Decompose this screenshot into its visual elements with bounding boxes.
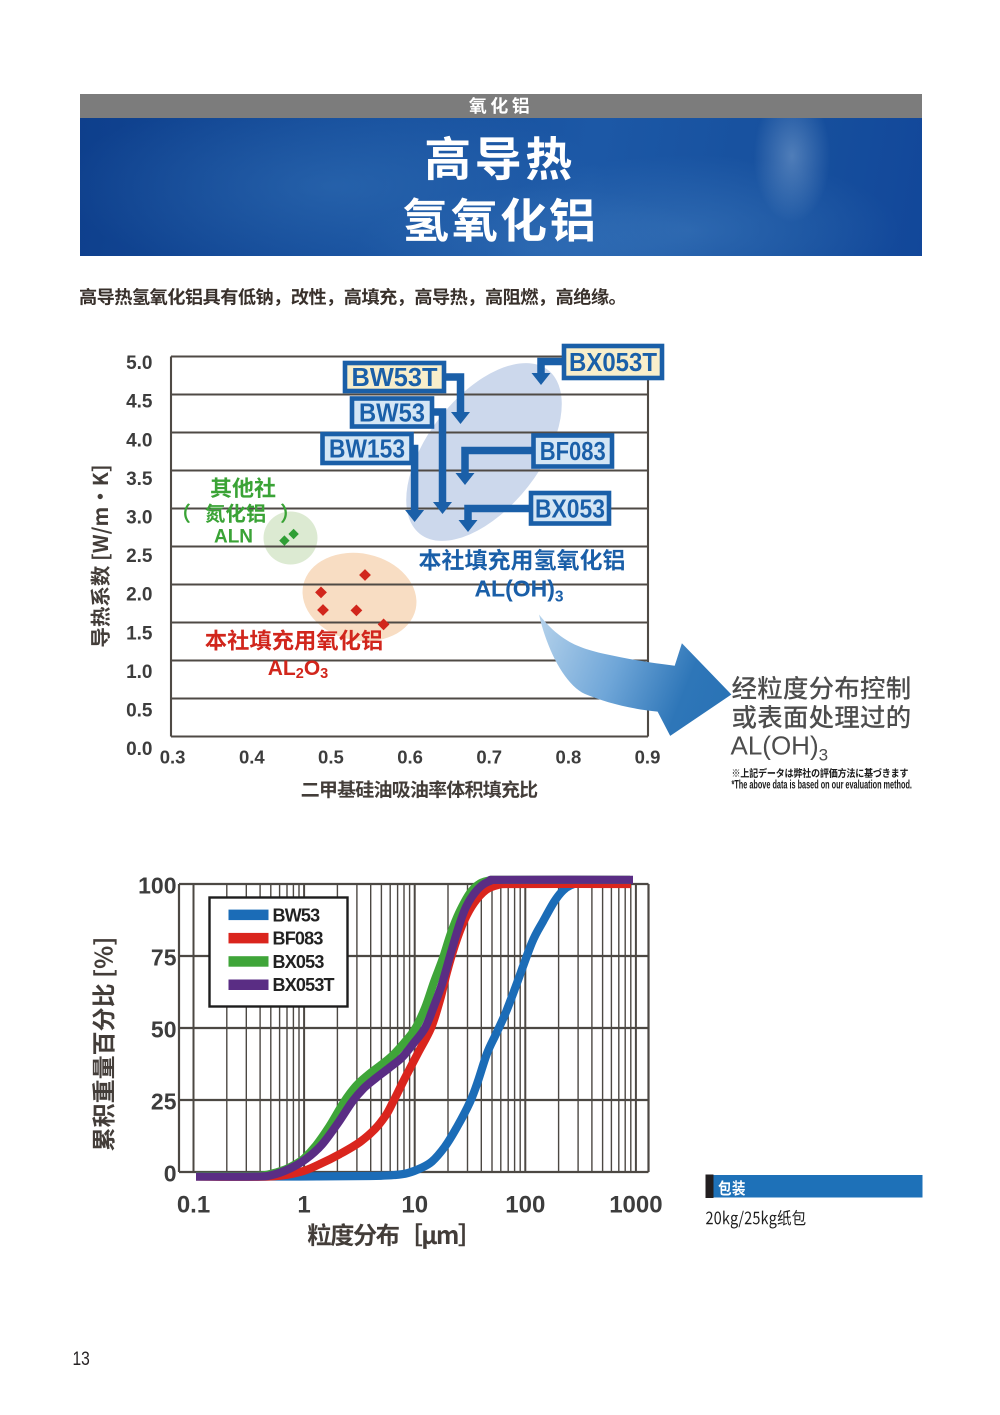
svg-text:100: 100 xyxy=(138,872,176,898)
svg-text:*The above data is based on ou: *The above data is based on our evaluati… xyxy=(732,779,913,792)
svg-text:1.5: 1.5 xyxy=(126,623,153,644)
svg-text:4.0: 4.0 xyxy=(126,430,152,451)
svg-text:1: 1 xyxy=(297,1192,310,1219)
svg-text:0: 0 xyxy=(164,1160,177,1186)
svg-text:50: 50 xyxy=(151,1016,177,1042)
svg-text:13: 13 xyxy=(73,1347,91,1369)
svg-text:0.6: 0.6 xyxy=(397,747,423,768)
svg-text:25: 25 xyxy=(151,1088,177,1114)
svg-text:BW53T: BW53T xyxy=(352,362,438,392)
svg-text:AL(OH)3: AL(OH)3 xyxy=(474,576,563,606)
svg-text:BF083: BF083 xyxy=(273,929,324,949)
svg-text:BX053: BX053 xyxy=(535,493,605,523)
svg-text:BW153: BW153 xyxy=(329,434,405,464)
svg-text:BX053T: BX053T xyxy=(273,975,335,995)
svg-text:2.0: 2.0 xyxy=(126,585,152,606)
svg-text:0.7: 0.7 xyxy=(476,747,502,768)
svg-text:1.0: 1.0 xyxy=(126,662,152,683)
svg-text:1000: 1000 xyxy=(609,1192,662,1219)
svg-text:BX053T: BX053T xyxy=(569,347,657,377)
svg-text:0.5: 0.5 xyxy=(126,701,153,722)
svg-text:3.0: 3.0 xyxy=(126,508,152,529)
svg-text:0.3: 0.3 xyxy=(160,747,186,768)
svg-text:0.5: 0.5 xyxy=(318,747,344,768)
svg-text:10: 10 xyxy=(401,1192,428,1219)
svg-text:5.0: 5.0 xyxy=(126,353,152,374)
svg-text:BW53: BW53 xyxy=(273,905,321,925)
svg-text:3.5: 3.5 xyxy=(126,469,153,490)
svg-text:BW53: BW53 xyxy=(359,398,425,428)
svg-text:0.4: 0.4 xyxy=(239,747,265,768)
svg-text:100: 100 xyxy=(505,1192,545,1219)
svg-text:ALN: ALN xyxy=(214,527,253,548)
svg-text:0.8: 0.8 xyxy=(556,747,582,768)
svg-text:2.5: 2.5 xyxy=(126,546,153,567)
svg-text:75: 75 xyxy=(151,944,177,970)
svg-text:BX053: BX053 xyxy=(273,952,325,972)
svg-text:0.1: 0.1 xyxy=(177,1192,210,1219)
svg-text:0.0: 0.0 xyxy=(126,739,152,760)
svg-text:BF083: BF083 xyxy=(540,436,606,466)
svg-text:AL(OH)3: AL(OH)3 xyxy=(731,731,829,765)
svg-text:0.9: 0.9 xyxy=(635,747,661,768)
svg-text:4.5: 4.5 xyxy=(126,392,153,413)
